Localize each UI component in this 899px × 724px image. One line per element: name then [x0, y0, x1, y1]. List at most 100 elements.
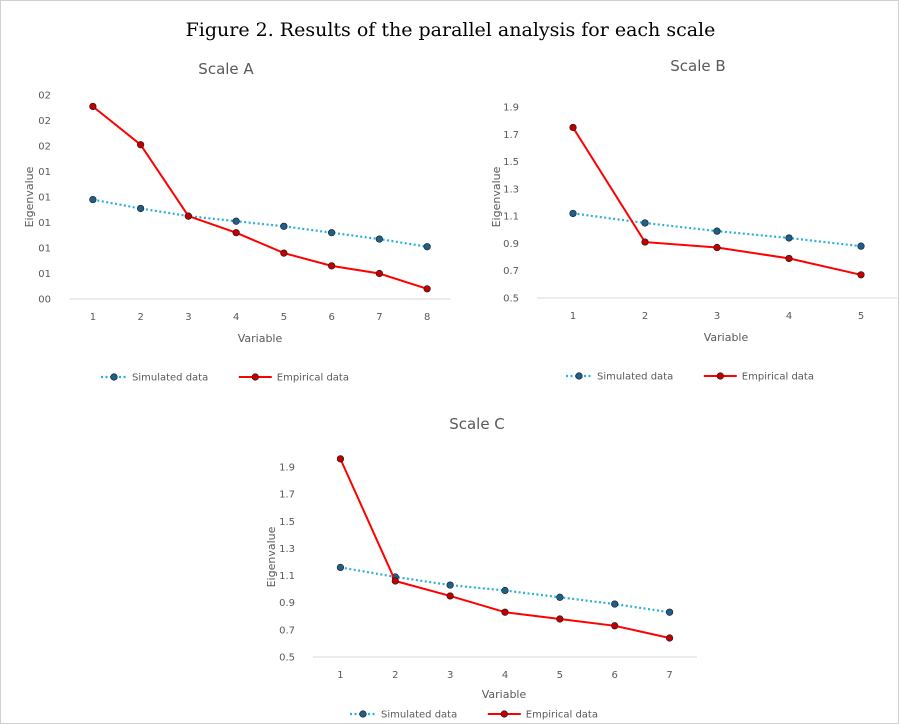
chart2-empirical-point: [569, 123, 577, 132]
chart3-y-tick-label: 1.3: [279, 544, 295, 555]
chart1-empirical-point: [184, 212, 192, 220]
chart2-y-tick-label: 1.9: [503, 103, 519, 114]
chart1-x-tick-label: 3: [185, 312, 191, 323]
chart1-empirical-point: [232, 229, 240, 237]
chart2-x-tick-label: 4: [786, 311, 792, 322]
figure-title: Figure 2. Results of the parallel analys…: [185, 19, 716, 41]
chart3-simulated-point: [336, 563, 345, 572]
chart1-simulated-point: [423, 243, 431, 251]
chart2-y-tick-label: 1.3: [503, 184, 519, 195]
chart2-y-axis-title: Eigenvalue: [490, 166, 503, 227]
chart3-x-tick-label: 2: [392, 670, 398, 681]
chart1-y-tick-label: 01: [38, 218, 51, 229]
chart1-y-tick-label: 01: [38, 244, 51, 255]
chart1-y-tick-label: 02: [38, 116, 51, 127]
chart2-empirical-point: [641, 238, 649, 246]
chart1-empirical-line: [92, 105, 428, 290]
chart3-empirical-point: [556, 615, 564, 623]
chart1-legend-empirical-label: Empirical data: [277, 373, 349, 384]
chart2-y-tick-label: 1.5: [503, 157, 519, 168]
chart2-empirical-point: [785, 254, 793, 263]
chart1-empirical-point: [423, 285, 431, 293]
chart1-y-tick-label: 01: [38, 193, 51, 204]
chart2-legend-empirical-marker: [716, 372, 724, 380]
chart3-simulated-point: [556, 593, 564, 601]
chart1-legend-empirical-marker: [251, 373, 259, 381]
chart3-x-tick-label: 5: [557, 670, 563, 681]
chart1-simulated-point: [89, 195, 97, 204]
chart3-y-tick-label: 1.9: [279, 463, 295, 474]
chart1-empirical-point: [89, 102, 97, 111]
chart2-empirical-line: [572, 126, 862, 276]
chart3-y-tick-label: 0.9: [279, 598, 295, 609]
chart2-empirical-point: [857, 271, 865, 279]
chart1-title: Scale A: [198, 60, 254, 78]
chart3-x-tick-label: 1: [337, 670, 343, 681]
chart2-simulated-point: [857, 242, 865, 250]
chart1-simulated-point: [280, 222, 288, 230]
chart1-x-tick-label: 2: [137, 312, 143, 323]
chart1-empirical-point: [280, 249, 288, 257]
chart3-y-tick-label: 1.7: [279, 490, 295, 501]
chart1-simulated-point: [375, 235, 383, 243]
chart2-y-tick-label: 0.9: [503, 239, 519, 250]
chart1-legend-simulated-marker: [110, 373, 118, 381]
chart3-simulated-point: [446, 581, 454, 589]
chart1-y-tick-label: 02: [38, 142, 51, 153]
chart3-empirical-point: [665, 634, 674, 642]
chart3-empirical-point: [336, 455, 345, 463]
chart1-x-tick-label: 5: [281, 312, 287, 323]
chart1-x-tick-label: 4: [233, 312, 239, 323]
chart2-x-axis-title: Variable: [704, 331, 749, 344]
chart1-x-tick-label: 8: [424, 312, 430, 323]
chart1-y-tick-label: 01: [38, 167, 51, 178]
chart3-x-tick-label: 6: [612, 670, 618, 681]
chart3-x-tick-label: 7: [666, 670, 672, 681]
chart1-empirical-point: [375, 269, 383, 278]
chart3-y-tick-label: 0.7: [279, 625, 295, 636]
chart2-legend-simulated-label: Simulated data: [597, 372, 673, 383]
chart1-simulated-point: [328, 229, 336, 237]
chart1-y-tick-label: 00: [38, 295, 51, 306]
chart3-x-tick-label: 3: [447, 670, 453, 681]
chart3-title: Scale C: [449, 415, 505, 433]
chart3-simulated-point: [665, 608, 674, 616]
chart2-y-tick-label: 0.5: [503, 294, 519, 305]
chart2-y-tick-label: 0.7: [503, 266, 519, 277]
chart1-empirical-point: [137, 141, 145, 149]
chart3-y-tick-label: 1.1: [279, 571, 295, 582]
chart2-title: Scale B: [670, 57, 725, 75]
chart2-simulated-point: [569, 209, 577, 218]
chart2-legend-simulated-marker: [575, 372, 583, 380]
chart3-legend-simulated-marker: [359, 710, 367, 718]
chart2-y-tick-label: 1.1: [503, 212, 519, 223]
chart2-x-tick-label: 1: [570, 311, 576, 322]
chart2-x-tick-label: 2: [642, 311, 648, 322]
chart3-x-tick-label: 4: [502, 670, 508, 681]
chart1-x-tick-label: 7: [376, 312, 382, 323]
chart3-empirical-point: [446, 592, 454, 600]
chart2-y-tick-label: 1.7: [503, 130, 519, 141]
chart1-legend-simulated-label: Simulated data: [132, 373, 208, 384]
chart3-simulated-point: [501, 586, 509, 595]
chart2-empirical-point: [713, 243, 721, 252]
chart3-y-axis-title: Eigenvalue: [265, 526, 278, 587]
chart1-simulated-point: [232, 217, 240, 225]
chart1-x-tick-label: 6: [328, 312, 334, 323]
chart1-y-tick-label: 01: [38, 269, 51, 280]
chart2-simulated-point: [641, 219, 649, 227]
chart3-legend-empirical-marker: [500, 710, 508, 718]
chart1-y-axis-title: Eigenvalue: [23, 166, 36, 227]
chart3-legend-simulated-label: Simulated data: [381, 710, 457, 721]
chart3-empirical-point: [611, 622, 619, 630]
chart1-y-tick-label: 02: [38, 91, 51, 102]
chart1-empirical-point: [328, 262, 336, 270]
chart3-empirical-point: [501, 608, 509, 616]
chart1-simulated-point: [137, 204, 145, 213]
chart2-simulated-point: [785, 234, 793, 242]
chart3-y-tick-label: 0.5: [279, 653, 295, 664]
chart1-x-tick-label: 1: [90, 312, 96, 323]
chart1-x-axis-title: Variable: [238, 332, 283, 345]
